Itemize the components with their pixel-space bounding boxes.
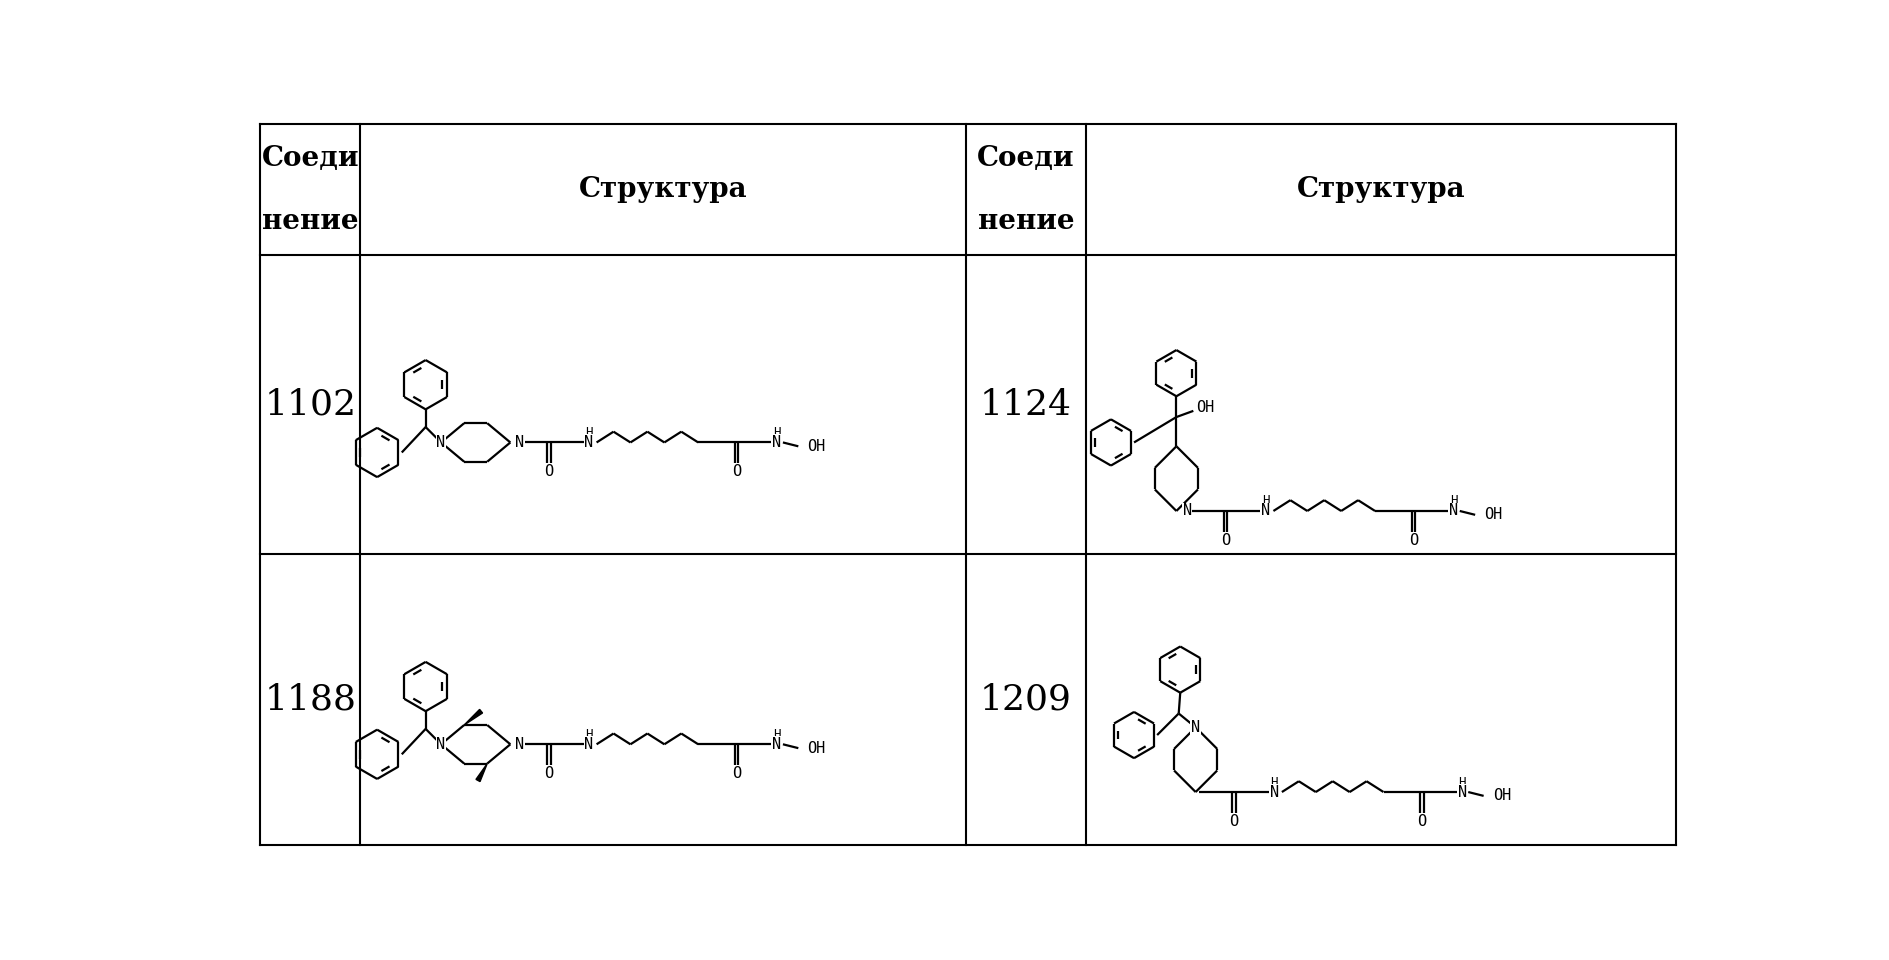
Polygon shape (465, 709, 482, 725)
Text: N: N (584, 435, 593, 450)
Text: O: O (733, 465, 740, 479)
Text: N: N (516, 435, 523, 450)
Text: H: H (1451, 494, 1456, 508)
Text: N: N (1183, 503, 1192, 518)
Text: OH: OH (1196, 400, 1215, 416)
Text: OH: OH (808, 439, 825, 454)
Text: O: O (733, 766, 740, 781)
Text: 1209: 1209 (980, 683, 1071, 716)
Text: O: O (1417, 814, 1426, 828)
Text: O: O (544, 465, 553, 479)
Text: 1188: 1188 (264, 683, 357, 716)
Text: O: O (1220, 533, 1230, 548)
Text: H: H (773, 728, 780, 741)
Text: N: N (773, 435, 782, 450)
Text: H: H (1262, 494, 1269, 508)
Text: N: N (584, 736, 593, 752)
Text: H: H (773, 426, 780, 439)
Text: H: H (1458, 776, 1466, 788)
Text: 1102: 1102 (264, 388, 357, 421)
Text: N: N (436, 435, 446, 450)
Text: Структура: Структура (578, 177, 748, 204)
Text: O: O (1409, 533, 1419, 548)
Text: H: H (1271, 776, 1279, 788)
Text: N: N (1458, 784, 1466, 800)
Text: OH: OH (1492, 788, 1511, 804)
Text: O: O (1230, 814, 1239, 828)
Text: OH: OH (808, 741, 825, 756)
Text: Соеди

нение: Соеди нение (261, 145, 359, 234)
Text: N: N (436, 736, 446, 752)
Text: H: H (586, 728, 593, 741)
Text: Соеди

нение: Соеди нение (977, 145, 1075, 234)
Text: H: H (586, 426, 593, 439)
Text: Структура: Структура (1296, 177, 1466, 204)
Text: N: N (516, 736, 523, 752)
Text: O: O (544, 766, 553, 781)
Text: N: N (1269, 784, 1279, 800)
Polygon shape (476, 763, 487, 781)
Text: N: N (1262, 503, 1269, 518)
Text: N: N (1192, 720, 1200, 734)
Text: OH: OH (1485, 507, 1502, 522)
Text: 1124: 1124 (980, 388, 1071, 421)
Text: N: N (773, 736, 782, 752)
Text: N: N (1449, 503, 1458, 518)
